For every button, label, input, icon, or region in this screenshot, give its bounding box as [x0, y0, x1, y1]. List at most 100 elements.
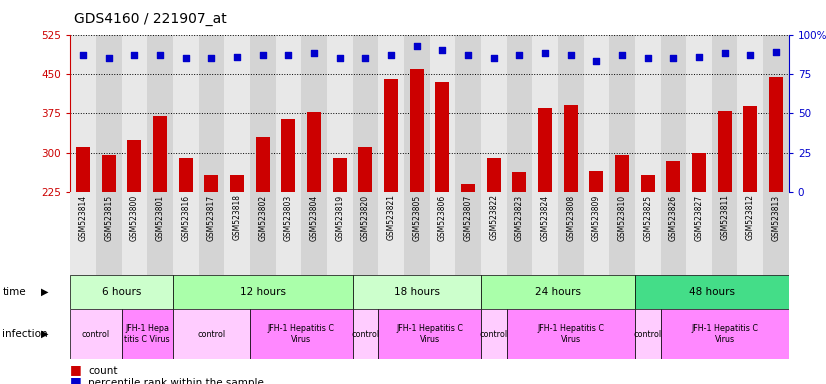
Bar: [70, 309, 121, 359]
Point: [667, 55, 680, 61]
Text: GSM523816: GSM523816: [181, 194, 190, 241]
Bar: [198, 35, 224, 192]
Text: ■: ■: [70, 375, 82, 384]
Text: control: control: [351, 329, 379, 339]
Bar: [178, 158, 192, 192]
Bar: [743, 106, 757, 192]
Point: [179, 55, 192, 61]
Point: [487, 55, 501, 61]
Text: GSM523815: GSM523815: [104, 194, 113, 241]
Bar: [738, 35, 763, 192]
Text: GSM523803: GSM523803: [284, 194, 293, 241]
Bar: [532, 35, 558, 192]
Bar: [127, 139, 141, 192]
Bar: [532, 192, 558, 275]
Text: GSM523805: GSM523805: [412, 194, 421, 241]
Point: [102, 55, 116, 61]
Bar: [70, 192, 96, 275]
Bar: [506, 35, 532, 192]
Bar: [661, 309, 789, 359]
Bar: [435, 82, 449, 192]
Bar: [276, 192, 301, 275]
Text: JFH-1 Hepatitis C
Virus: JFH-1 Hepatitis C Virus: [691, 324, 758, 344]
Bar: [512, 172, 526, 192]
Text: JFH-1 Hepa
titis C Virus: JFH-1 Hepa titis C Virus: [125, 324, 170, 344]
Point: [230, 53, 244, 60]
Text: 6 hours: 6 hours: [102, 287, 141, 297]
Text: ▶: ▶: [41, 287, 49, 297]
Text: GSM523825: GSM523825: [643, 194, 653, 241]
Bar: [641, 175, 655, 192]
Bar: [738, 192, 763, 275]
Bar: [763, 35, 789, 192]
Bar: [173, 35, 198, 192]
Text: GSM523824: GSM523824: [540, 194, 549, 241]
Text: control: control: [634, 329, 662, 339]
Bar: [667, 161, 681, 192]
Bar: [358, 147, 373, 192]
Point: [743, 52, 757, 58]
Text: GSM523821: GSM523821: [387, 194, 396, 240]
Bar: [384, 79, 398, 192]
Bar: [102, 155, 116, 192]
Point: [154, 52, 167, 58]
Text: control: control: [82, 329, 110, 339]
Bar: [481, 35, 506, 192]
Text: control: control: [480, 329, 508, 339]
Bar: [249, 35, 276, 192]
Text: 18 hours: 18 hours: [394, 287, 439, 297]
Point: [539, 50, 552, 56]
Text: count: count: [88, 366, 118, 376]
Text: control: control: [197, 329, 225, 339]
Point: [513, 52, 526, 58]
Point: [77, 52, 90, 58]
Bar: [635, 309, 661, 359]
Text: JFH-1 Hepatitis C
Virus: JFH-1 Hepatitis C Virus: [537, 324, 604, 344]
Bar: [173, 309, 250, 359]
Bar: [147, 192, 173, 275]
Bar: [327, 192, 353, 275]
Bar: [282, 119, 296, 192]
Bar: [198, 192, 224, 275]
Bar: [769, 76, 783, 192]
Bar: [173, 192, 198, 275]
Point: [462, 52, 475, 58]
Bar: [661, 192, 686, 275]
Bar: [589, 171, 604, 192]
Bar: [635, 192, 661, 275]
Bar: [481, 192, 506, 275]
Text: percentile rank within the sample: percentile rank within the sample: [88, 378, 264, 384]
Bar: [583, 192, 609, 275]
Point: [358, 55, 372, 61]
Bar: [615, 155, 629, 192]
Text: time: time: [2, 287, 26, 297]
Bar: [506, 309, 635, 359]
Point: [692, 53, 705, 60]
Text: GSM523801: GSM523801: [155, 194, 164, 241]
Bar: [70, 275, 173, 309]
Text: GSM523809: GSM523809: [592, 194, 601, 241]
Text: GSM523812: GSM523812: [746, 194, 755, 240]
Text: GSM523826: GSM523826: [669, 194, 678, 241]
Text: infection: infection: [2, 329, 48, 339]
Text: GSM523818: GSM523818: [233, 194, 241, 240]
Bar: [153, 116, 167, 192]
Bar: [635, 35, 661, 192]
Text: ■: ■: [70, 363, 82, 376]
Bar: [763, 192, 789, 275]
Bar: [353, 35, 378, 192]
Bar: [173, 275, 353, 309]
Bar: [461, 184, 475, 192]
Point: [410, 43, 423, 49]
Bar: [481, 275, 635, 309]
Bar: [96, 192, 121, 275]
Text: GSM523807: GSM523807: [463, 194, 472, 241]
Bar: [224, 192, 249, 275]
Point: [256, 52, 269, 58]
Bar: [481, 309, 506, 359]
Bar: [378, 309, 481, 359]
Text: GSM523804: GSM523804: [310, 194, 319, 241]
Text: GSM523811: GSM523811: [720, 194, 729, 240]
Point: [718, 50, 731, 56]
Bar: [301, 35, 327, 192]
